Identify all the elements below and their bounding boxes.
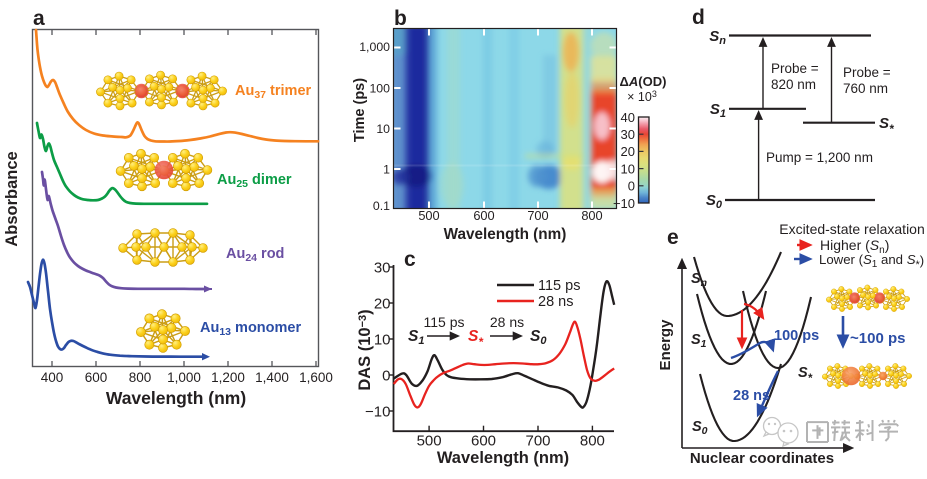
svg-text:a: a <box>33 7 45 30</box>
svg-text:1: 1 <box>383 162 390 176</box>
svg-text:115 ps: 115 ps <box>538 278 580 294</box>
svg-text:28 ns: 28 ns <box>538 294 573 310</box>
svg-text:20: 20 <box>374 295 391 312</box>
svg-text:−10: −10 <box>613 196 635 211</box>
svg-text:600: 600 <box>473 208 494 223</box>
svg-text:ΔA(OD): ΔA(OD) <box>620 74 667 89</box>
svg-text:0: 0 <box>628 179 635 194</box>
svg-text:20: 20 <box>621 144 635 159</box>
svg-text:28 ns: 28 ns <box>490 314 524 330</box>
svg-text:10: 10 <box>376 122 390 136</box>
svg-text:600: 600 <box>471 433 496 450</box>
svg-text:Au13 monomer: Au13 monomer <box>200 320 301 338</box>
svg-text:400: 400 <box>41 370 64 385</box>
svg-text:Energy: Energy <box>657 319 674 371</box>
svg-text:Excited-state relaxation: Excited-state relaxation <box>779 221 925 237</box>
svg-text:30: 30 <box>374 259 391 276</box>
svg-text:760 nm: 760 nm <box>843 81 888 96</box>
svg-text:600: 600 <box>85 370 108 385</box>
svg-text:−10: −10 <box>365 403 390 420</box>
svg-text:1,600: 1,600 <box>299 370 333 385</box>
svg-text:Probe =: Probe = <box>771 61 819 76</box>
svg-text:Pump = 1,200 nm: Pump = 1,200 nm <box>766 150 873 165</box>
svg-text:Probe =: Probe = <box>843 65 891 80</box>
svg-text:40: 40 <box>621 110 635 125</box>
svg-text:115 ps: 115 ps <box>424 314 465 330</box>
svg-text:~100 ps: ~100 ps <box>850 330 905 347</box>
svg-text:1,400: 1,400 <box>255 370 289 385</box>
svg-text:Wavelength (nm): Wavelength (nm) <box>437 449 569 467</box>
svg-text:e: e <box>667 226 679 249</box>
svg-text:b: b <box>394 7 407 30</box>
svg-text:1,000: 1,000 <box>359 40 390 54</box>
svg-text:0: 0 <box>382 367 390 384</box>
svg-text:Au37 trimer: Au37 trimer <box>235 83 312 101</box>
svg-text:1,000: 1,000 <box>167 370 201 385</box>
svg-text:Wavelength (nm): Wavelength (nm) <box>444 226 567 243</box>
svg-text:800: 800 <box>580 433 605 450</box>
svg-text:500: 500 <box>417 433 442 450</box>
svg-text:28 ns: 28 ns <box>733 388 770 404</box>
svg-text:30: 30 <box>621 127 635 142</box>
svg-text:800: 800 <box>129 370 152 385</box>
svg-text:Nuclear coordinates: Nuclear coordinates <box>690 450 834 467</box>
svg-text:0.1: 0.1 <box>373 199 390 213</box>
svg-text:c: c <box>404 248 416 271</box>
svg-text:Au25 dimer: Au25 dimer <box>217 172 292 190</box>
svg-text:d: d <box>692 6 705 29</box>
svg-text:500: 500 <box>418 208 439 223</box>
svg-text:10: 10 <box>621 161 635 176</box>
svg-text:Absorbance: Absorbance <box>3 151 21 246</box>
svg-text:700: 700 <box>527 208 548 223</box>
svg-text:800: 800 <box>581 208 602 223</box>
svg-text:100: 100 <box>369 81 390 95</box>
svg-text:Time (ps): Time (ps) <box>352 78 368 142</box>
svg-text:10: 10 <box>374 331 391 348</box>
svg-text:820 nm: 820 nm <box>771 77 816 92</box>
svg-text:700: 700 <box>525 433 550 450</box>
svg-text:100 ps: 100 ps <box>774 328 819 344</box>
svg-text:Wavelength (nm): Wavelength (nm) <box>106 388 246 408</box>
svg-text:1,200: 1,200 <box>211 370 245 385</box>
